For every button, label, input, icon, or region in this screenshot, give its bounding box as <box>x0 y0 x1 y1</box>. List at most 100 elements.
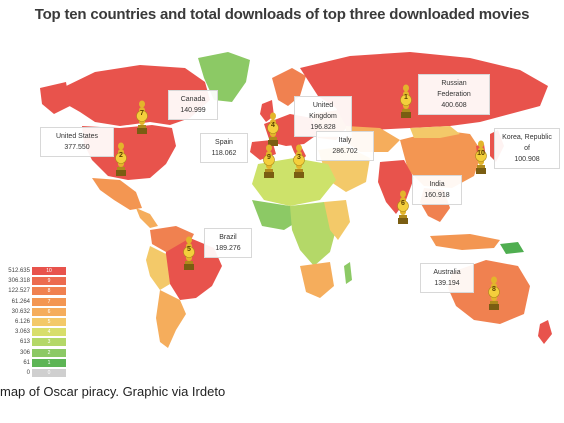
callout-australia: Australia 139.194 <box>420 263 474 293</box>
west-africa-region[interactable] <box>252 200 300 230</box>
marker-russia[interactable]: 1 <box>398 84 414 120</box>
legend-swatch <box>32 358 66 367</box>
callout-country: India <box>429 181 445 188</box>
legend-row: 122.527 8 <box>0 286 70 296</box>
legend-rank: 6 <box>47 308 51 315</box>
legend-row: 3.063 4 <box>0 327 70 337</box>
alaska-region[interactable] <box>40 82 70 114</box>
legend-swatch <box>32 368 66 377</box>
legend-row: 306.318 9 <box>0 276 70 286</box>
legend-label: 61.264 <box>11 298 30 305</box>
legend-label: 30.632 <box>11 308 30 315</box>
argentina-chile-region[interactable] <box>156 290 186 348</box>
east-africa-region[interactable] <box>324 200 350 240</box>
callout-country: Korea, Republic of <box>502 134 552 152</box>
legend-swatch <box>32 287 66 296</box>
new-zealand-region[interactable] <box>538 320 552 344</box>
china-region[interactable] <box>400 130 482 188</box>
central-africa-region[interactable] <box>290 202 338 266</box>
marker-brazil[interactable]: 5 <box>181 236 197 272</box>
callout-value: 286.702 <box>332 148 358 155</box>
central-america-region[interactable] <box>136 208 158 228</box>
legend-label: 0 <box>26 369 30 376</box>
marker-number: 5 <box>187 246 191 253</box>
greenland-region[interactable] <box>198 52 250 102</box>
legend-swatch <box>32 297 66 306</box>
marker-number: 1 <box>404 94 408 101</box>
legend-rank: 0 <box>47 369 51 376</box>
legend-rank: 3 <box>47 339 51 346</box>
legend-label: 512.635 <box>8 268 30 274</box>
peru-bolivia-region[interactable] <box>146 246 170 290</box>
marker-number: 9 <box>267 154 271 161</box>
southern-africa-region[interactable] <box>300 262 334 298</box>
legend-row: 613 3 <box>0 337 70 347</box>
madagascar-region[interactable] <box>344 262 352 284</box>
callout-country: Russian Federation <box>437 80 471 98</box>
legend-swatch <box>32 328 66 337</box>
marker-number: 3 <box>297 154 301 161</box>
marker-korea[interactable]: 10 <box>473 140 489 176</box>
callout-spain: Spain 118.062 <box>200 133 248 163</box>
callout-country: Australia <box>433 269 461 276</box>
callout-korea: Korea, Republic of 100.908 <box>494 128 560 169</box>
legend-row: 6.126 5 <box>0 317 70 327</box>
legend-label: 6.126 <box>14 318 30 325</box>
legend-rank: 4 <box>47 329 51 336</box>
marker-number: 8 <box>492 286 496 293</box>
callout-country: Spain <box>215 139 233 146</box>
legend-row: 61.264 7 <box>0 297 70 307</box>
mongolia-region[interactable] <box>410 126 460 138</box>
callout-value: 377.550 <box>64 144 90 151</box>
callout-country: United States <box>55 133 99 140</box>
callout-india: India 160.918 <box>412 175 462 205</box>
legend-rank: 5 <box>47 318 51 325</box>
callout-italy: Italy 286.702 <box>316 131 374 161</box>
legend-row: 61 1 <box>0 358 70 368</box>
marker-india[interactable]: 6 <box>395 190 411 226</box>
marker-number: 6 <box>401 200 405 207</box>
callout-value: 160.918 <box>424 192 450 199</box>
legend-swatch <box>32 317 66 326</box>
marker-canada[interactable]: 7 <box>134 100 150 136</box>
legend-label: 306.318 <box>8 278 30 285</box>
marker-number: 4 <box>271 122 275 129</box>
legend-row: 306 2 <box>0 348 70 358</box>
callout-value: 140.999 <box>180 107 206 114</box>
legend-swatch <box>32 348 66 357</box>
callout-value: 118.062 <box>211 150 237 157</box>
callout-canada: Canada 140.999 <box>168 90 218 120</box>
legend-swatch <box>32 267 66 275</box>
legend-rank: 1 <box>47 359 51 366</box>
marker-united-states[interactable]: 2 <box>113 142 129 178</box>
callout-russia: Russian Federation 400.608 <box>418 74 490 115</box>
legend-swatch <box>32 307 66 316</box>
papua-region[interactable] <box>500 242 524 254</box>
callout-value: 100.908 <box>514 156 540 163</box>
callout-country: United Kingdom <box>309 102 337 120</box>
legend-rank: 2 <box>47 349 51 356</box>
mexico-region[interactable] <box>92 178 142 210</box>
image-caption: map of Oscar piracy. Graphic via Irdeto <box>0 384 226 399</box>
marker-australia[interactable]: 8 <box>486 276 502 312</box>
indonesia-region[interactable] <box>430 234 500 250</box>
callout-value: 400.608 <box>441 102 467 109</box>
marker-united-kingdom[interactable]: 4 <box>265 112 281 148</box>
marker-italy[interactable]: 3 <box>291 144 307 180</box>
marker-spain[interactable]: 9 <box>261 144 277 180</box>
legend-label: 3.063 <box>14 329 30 336</box>
callout-value: 189.276 <box>215 245 241 252</box>
callout-value: 196.828 <box>310 124 336 131</box>
legend-row: 30.632 6 <box>0 307 70 317</box>
legend-rank: 10 <box>46 268 52 274</box>
callout-country: Italy <box>338 137 352 144</box>
callout-country: Brazil <box>219 234 237 241</box>
marker-number: 10 <box>477 150 485 157</box>
callout-country: Canada <box>180 96 206 103</box>
callout-united-states: United States 377.550 <box>40 127 114 157</box>
map-title: Top ten countries and total downloads of… <box>34 6 530 23</box>
legend-swatch <box>32 338 66 347</box>
legend-swatch <box>32 277 66 286</box>
marker-number: 2 <box>119 152 123 159</box>
